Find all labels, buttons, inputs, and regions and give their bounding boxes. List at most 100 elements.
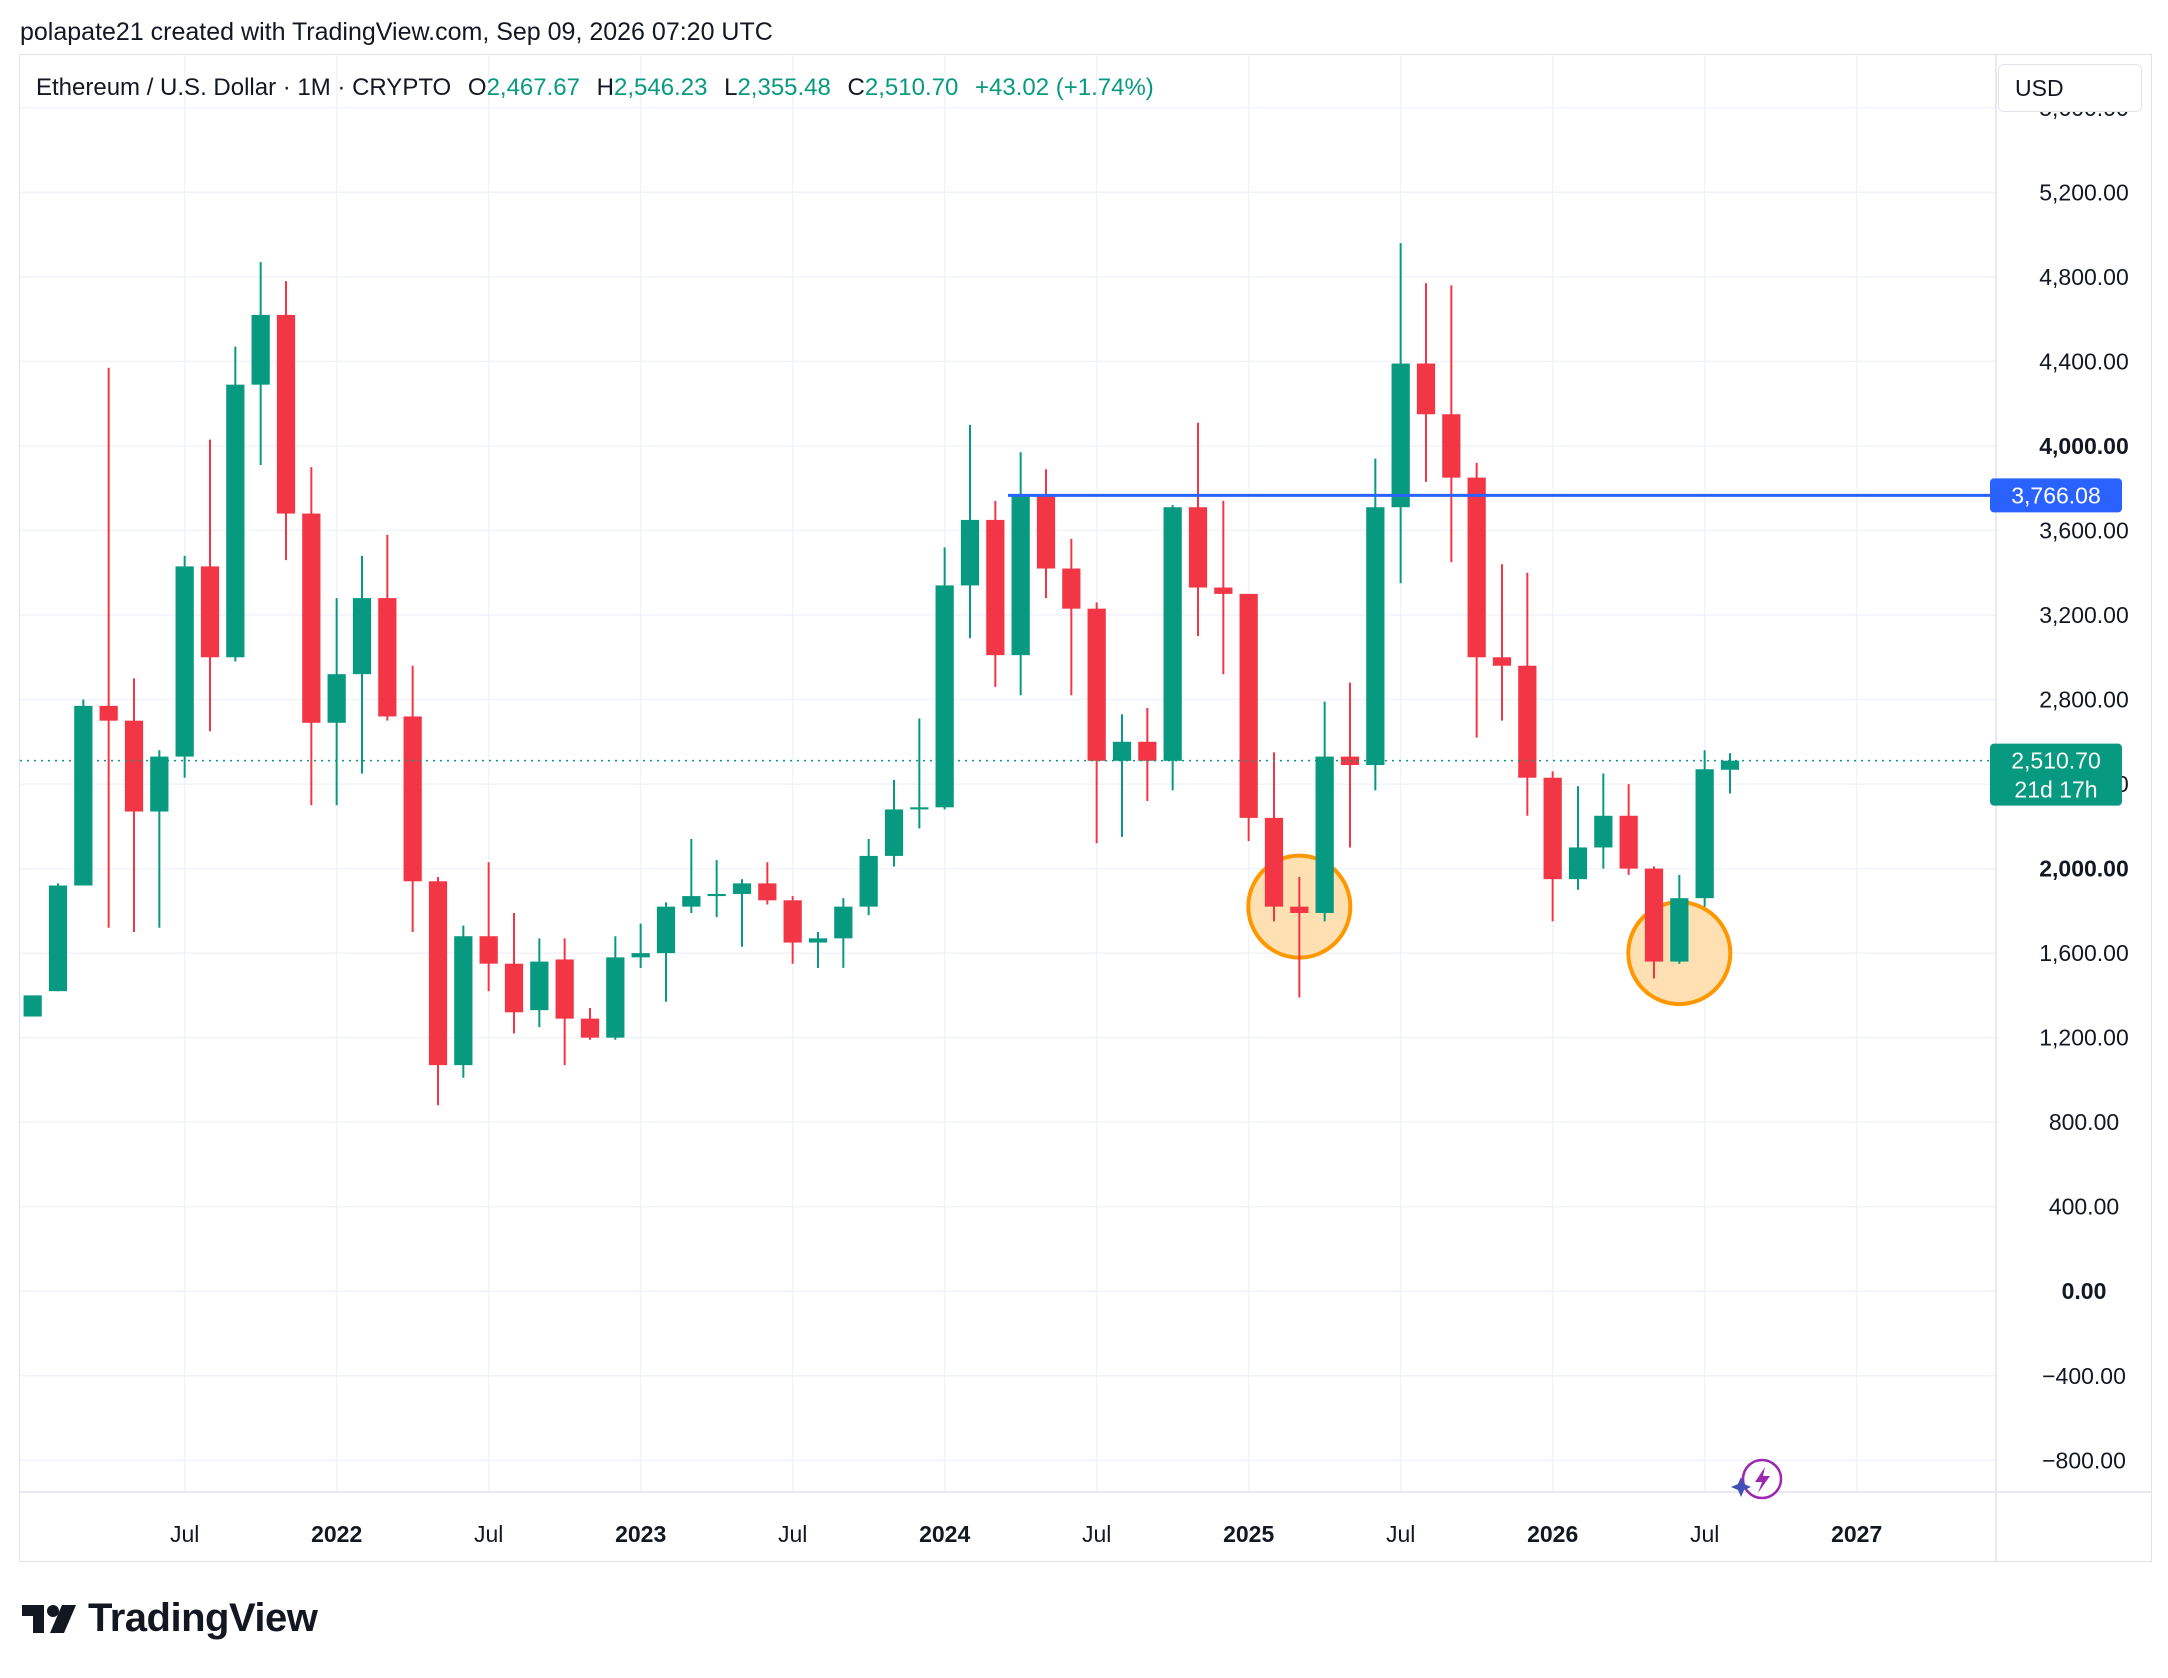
candle-body bbox=[1163, 507, 1182, 761]
x-tick-label: 2023 bbox=[615, 1521, 666, 1547]
candle-body bbox=[859, 855, 878, 907]
tradingview-logo-text: TradingView bbox=[88, 1596, 318, 1640]
lightning-sparkle-icon[interactable] bbox=[1731, 1458, 1783, 1500]
candle-body bbox=[23, 995, 42, 1017]
candle-body bbox=[758, 883, 777, 901]
candle-body bbox=[580, 1018, 600, 1038]
candle-body bbox=[327, 674, 346, 723]
low-label: L bbox=[724, 74, 738, 101]
candle-body bbox=[1467, 477, 1486, 658]
candle-body bbox=[124, 720, 144, 812]
candle-body bbox=[1695, 769, 1714, 899]
candle-body bbox=[1492, 657, 1512, 666]
tradingview-logo[interactable]: TradingView bbox=[22, 1596, 318, 1641]
resistance-price-tag bbox=[1990, 478, 2122, 513]
x-tick-label: 2027 bbox=[1831, 1521, 1882, 1547]
ohlc-legend: Ethereum / U.S. Dollar · 1M · CRYPTO O2,… bbox=[36, 74, 1154, 102]
sparkle-star bbox=[1731, 1477, 1751, 1497]
candle-body bbox=[428, 881, 448, 1066]
candle-body bbox=[74, 705, 93, 886]
candle-body bbox=[1011, 494, 1030, 656]
candle-body bbox=[783, 900, 802, 943]
candle-body bbox=[454, 936, 473, 1066]
y-tick-label: 2,000.00 bbox=[2039, 856, 2129, 882]
candle-body bbox=[960, 519, 980, 586]
close-label: C bbox=[847, 74, 865, 101]
tradingview-logo-icon bbox=[22, 1604, 76, 1633]
countdown-label: 21d 17h bbox=[2014, 777, 2097, 803]
candle-body bbox=[1619, 815, 1638, 869]
y-tick-label: 4,800.00 bbox=[2039, 264, 2129, 290]
x-tick-label: 2024 bbox=[919, 1521, 970, 1547]
y-tick-label: 3,200.00 bbox=[2039, 602, 2129, 628]
candle-body bbox=[200, 566, 220, 658]
y-tick-label: 0.00 bbox=[2062, 1278, 2107, 1304]
y-tick-label: 3,600.00 bbox=[2039, 517, 2129, 543]
last-price-tag bbox=[1990, 743, 2122, 806]
candle-body bbox=[1568, 847, 1588, 880]
candle-body bbox=[479, 936, 498, 964]
candle-body bbox=[150, 756, 169, 812]
candle-body bbox=[1138, 741, 1157, 761]
candle-body bbox=[352, 598, 372, 675]
y-tick-label: 5,200.00 bbox=[2039, 179, 2129, 205]
close-value: 2,510.70 bbox=[864, 74, 959, 101]
candle-body bbox=[1366, 507, 1385, 766]
candle-body bbox=[1442, 414, 1461, 478]
candle-body bbox=[504, 963, 524, 1013]
resistance-price-label: 3,766.08 bbox=[2011, 482, 2101, 508]
x-tick-label: Jul bbox=[474, 1521, 503, 1547]
last-price-label: 2,510.70 bbox=[2011, 748, 2101, 774]
candle-body bbox=[276, 314, 296, 514]
candle-body bbox=[910, 807, 929, 810]
x-tick-label: Jul bbox=[1386, 1521, 1415, 1547]
high-value: 2,546.23 bbox=[614, 74, 708, 101]
candle-body bbox=[1264, 817, 1284, 907]
y-tick-label: 1,600.00 bbox=[2039, 940, 2129, 966]
candle-body bbox=[555, 959, 574, 1019]
candle-body bbox=[530, 961, 549, 1011]
x-tick-label: 2026 bbox=[1527, 1521, 1578, 1547]
candle-body bbox=[1214, 587, 1233, 594]
candle-body bbox=[175, 566, 194, 757]
symbol-title[interactable]: Ethereum / U.S. Dollar · 1M · CRYPTO bbox=[36, 74, 452, 101]
candle-body bbox=[1543, 777, 1562, 880]
x-tick-label: Jul bbox=[1690, 1521, 1719, 1547]
change-value: +43.02 (+1.74%) bbox=[974, 74, 1154, 101]
candle-body bbox=[378, 598, 397, 717]
candle-body bbox=[1670, 898, 1689, 962]
currency-button[interactable]: USD bbox=[1998, 64, 2142, 112]
candle-body bbox=[251, 314, 270, 385]
candle-body bbox=[1087, 608, 1106, 761]
x-tick-label: 2022 bbox=[311, 1521, 362, 1547]
candle-body bbox=[808, 938, 828, 943]
y-tick-label: 4,000.00 bbox=[2039, 433, 2129, 459]
candle-body bbox=[986, 519, 1005, 656]
candle-body bbox=[1036, 494, 1056, 569]
candle-body bbox=[1594, 815, 1613, 848]
x-tick-label: 2025 bbox=[1223, 1521, 1274, 1547]
candle-body bbox=[48, 885, 68, 992]
candle-body bbox=[631, 953, 650, 958]
candle-body bbox=[1239, 593, 1258, 818]
x-tick-label: Jul bbox=[1082, 1521, 1111, 1547]
candle-body bbox=[935, 585, 954, 808]
candle-body bbox=[1188, 507, 1208, 588]
chart-caption: polapate21 created with TradingView.com,… bbox=[20, 18, 773, 46]
candle-body bbox=[1112, 741, 1132, 761]
y-tick-label: 400.00 bbox=[2049, 1194, 2119, 1220]
candle-body bbox=[302, 513, 321, 723]
chart-frame bbox=[19, 54, 2152, 1562]
candle-body bbox=[656, 906, 676, 954]
lightning-glyph bbox=[1755, 1467, 1770, 1493]
y-tick-label: 800.00 bbox=[2049, 1109, 2119, 1135]
candle-body bbox=[403, 716, 422, 882]
candle-body bbox=[834, 906, 853, 939]
y-tick-label: 4,400.00 bbox=[2039, 348, 2129, 374]
x-tick-label: Jul bbox=[170, 1521, 199, 1547]
open-value: 2,467.67 bbox=[486, 74, 580, 101]
candle-body bbox=[1391, 363, 1410, 508]
candle-body bbox=[226, 384, 245, 658]
y-tick-label: −800.00 bbox=[2042, 1447, 2126, 1473]
